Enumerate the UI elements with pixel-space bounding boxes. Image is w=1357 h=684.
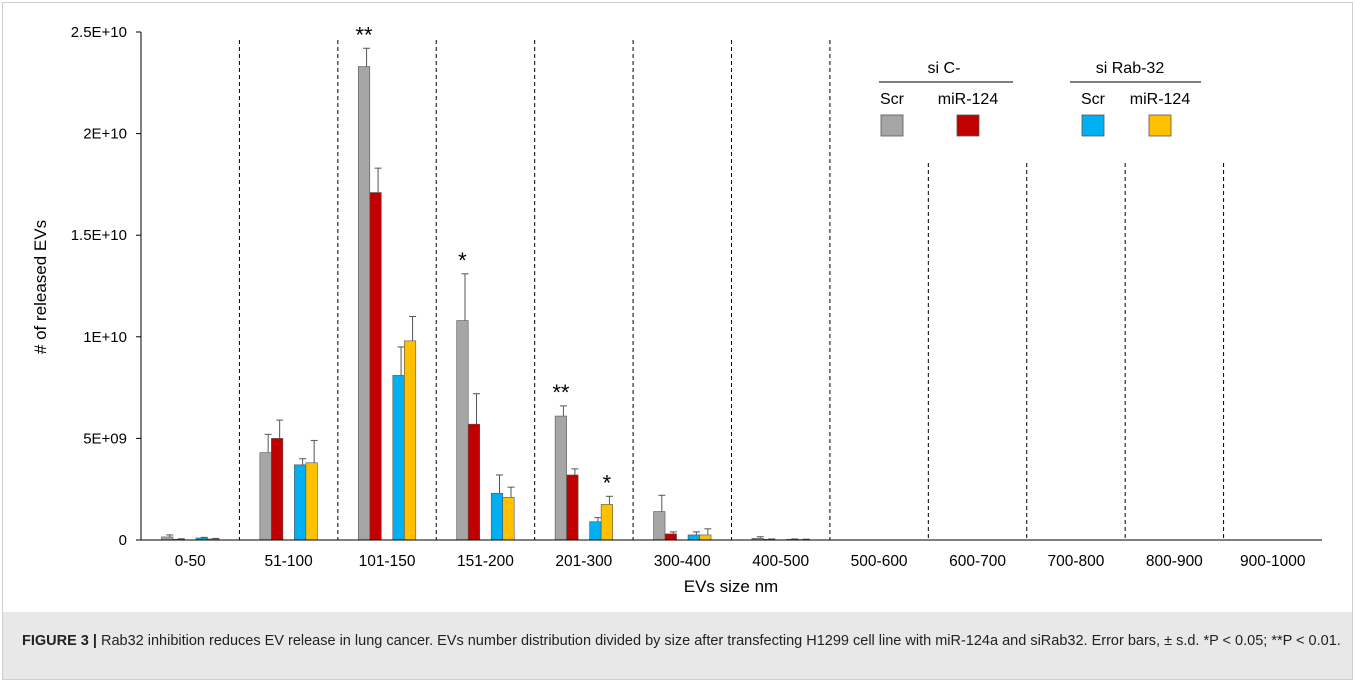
- x-tick-label: 700-800: [1048, 553, 1105, 570]
- legend-item-label: Scr: [1081, 91, 1106, 108]
- error-bars-layer: [166, 47, 810, 540]
- bar: [502, 497, 515, 541]
- significance-marker: *: [458, 248, 467, 273]
- x-tick-label: 101-150: [359, 553, 416, 570]
- caption-text: Rab32 inhibition reduces EV release in l…: [96, 633, 1341, 649]
- legend-swatch: [956, 114, 980, 137]
- bars-layer: [161, 66, 810, 541]
- bar: [369, 192, 382, 541]
- bar: [490, 492, 504, 541]
- caption-box: [2, 612, 1353, 680]
- legend-swatch: [880, 114, 904, 137]
- category-separators: [238, 40, 1225, 540]
- y-tick-label: 0: [119, 532, 127, 549]
- figure-caption: FIGURE 3 | Rab32 inhibition reduces EV r…: [22, 630, 1342, 652]
- y-tick-labels: 0 5E+09 1E+10 1.5E+10 2E+10 2.5E+10: [71, 24, 141, 549]
- x-axis-title: EVs size nm: [684, 577, 778, 596]
- x-tick-labels: 0-50 51-100 101-150 151-200 201-300 300-400 40…: [175, 553, 1306, 570]
- legend-group-title: si C-: [928, 60, 961, 77]
- y-tick-label: 2E+10: [83, 126, 127, 143]
- significance-marker: **: [355, 22, 373, 47]
- bar: [403, 340, 417, 541]
- bar: [392, 375, 405, 541]
- significance-annotations: ******: [355, 22, 611, 495]
- bar: [271, 438, 284, 541]
- legend-item-label: miR-124: [938, 91, 999, 108]
- axes: [140, 32, 1322, 541]
- bar: [259, 452, 272, 541]
- x-tick-label: 151-200: [457, 553, 514, 570]
- x-tick-label: 900-1000: [1240, 553, 1306, 570]
- bar: [664, 533, 677, 541]
- legend-group-title: si Rab-32: [1096, 60, 1165, 77]
- legend: si C- Scr miR-124 si Rab-32 Scr miR-124: [879, 60, 1201, 137]
- x-tick-label: 51-100: [264, 553, 313, 570]
- bar: [305, 462, 318, 541]
- y-tick-label: 1.5E+10: [71, 227, 127, 244]
- legend-swatch: [1148, 114, 1172, 137]
- bar: [699, 534, 712, 541]
- bar: [653, 511, 666, 541]
- x-tick-label: 0-50: [175, 553, 206, 570]
- bar: [687, 534, 700, 541]
- bar: [357, 66, 371, 541]
- x-tick-label: 400-500: [752, 553, 809, 570]
- significance-marker: *: [603, 470, 612, 495]
- bar: [456, 320, 469, 541]
- bar: [294, 464, 307, 541]
- y-axis-title: # of released EVs: [31, 220, 50, 354]
- x-tick-label: 500-600: [851, 553, 908, 570]
- y-tick-label: 1E+10: [83, 329, 127, 346]
- bar: [589, 521, 602, 541]
- x-tick-label: 201-300: [555, 553, 612, 570]
- legend-swatch: [1081, 114, 1105, 137]
- x-tick-label: 300-400: [654, 553, 711, 570]
- bar: [467, 423, 481, 541]
- x-tick-label: 800-900: [1146, 553, 1203, 570]
- legend-item-label: miR-124: [1130, 91, 1191, 108]
- y-tick-label: 2.5E+10: [71, 24, 127, 41]
- y-tick-label: 5E+09: [83, 430, 127, 447]
- significance-marker: **: [552, 380, 570, 405]
- caption-label: FIGURE 3 |: [22, 633, 97, 649]
- bar: [554, 415, 567, 541]
- legend-item-label: Scr: [880, 91, 905, 108]
- bar: [600, 504, 613, 541]
- bar: [566, 474, 579, 541]
- x-tick-label: 600-700: [949, 553, 1006, 570]
